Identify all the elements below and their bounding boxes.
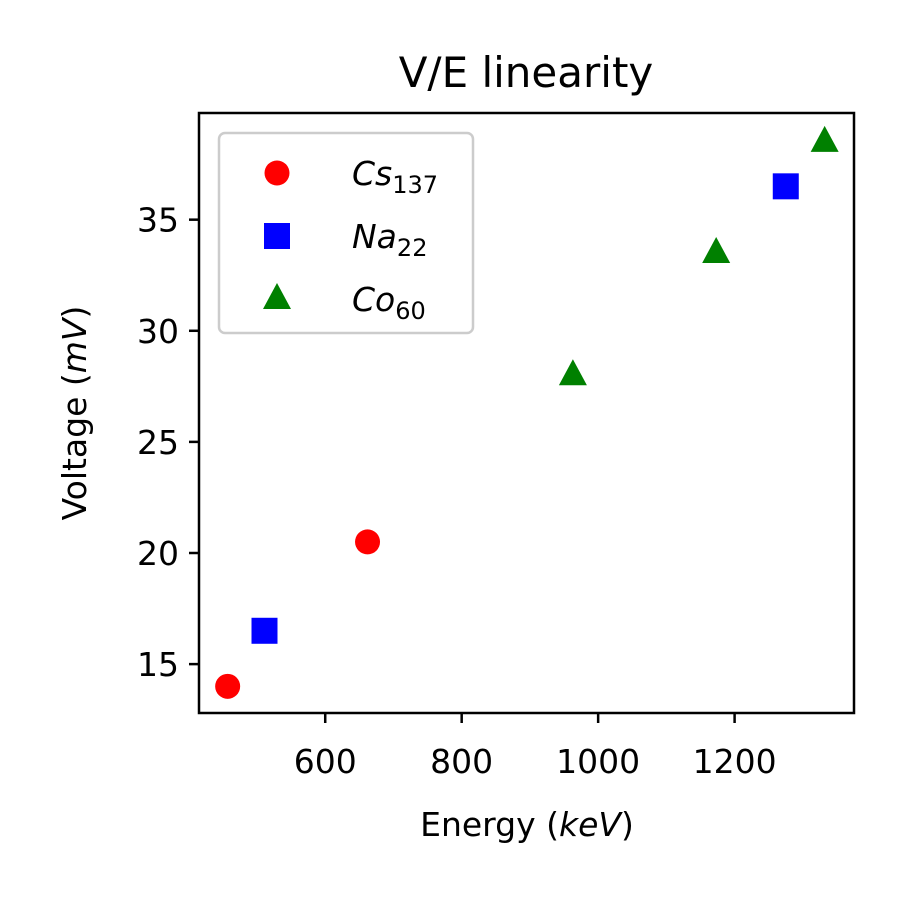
x-tick-label: 1000 bbox=[556, 742, 640, 781]
x-tick-label: 600 bbox=[294, 742, 357, 781]
points-layer bbox=[215, 125, 839, 699]
legend-label-cs137: Cs137 bbox=[352, 154, 438, 199]
y-tick-label: 25 bbox=[137, 423, 179, 462]
y-axis-label-unit: mV bbox=[55, 316, 94, 373]
x-axis-label-suffix: ) bbox=[621, 805, 634, 844]
x-tick-label: 800 bbox=[430, 742, 493, 781]
x-axis-label-prefix: Energy ( bbox=[420, 805, 559, 844]
legend-label-subscript: 22 bbox=[397, 234, 428, 262]
plot-frame bbox=[197, 111, 856, 715]
data-point-co60 bbox=[702, 237, 731, 263]
legend-marker-na22 bbox=[264, 223, 290, 249]
data-point-cs137 bbox=[355, 529, 381, 555]
legend-label-main: Co bbox=[352, 280, 395, 319]
y-axis-label: Voltage (mV) bbox=[55, 306, 94, 521]
legend-label-na22: Na22 bbox=[352, 217, 427, 262]
legend-box bbox=[217, 131, 475, 335]
y-tick-label: 30 bbox=[137, 312, 179, 351]
legend-label-co60: Co60 bbox=[352, 280, 426, 325]
y-tick-label: 15 bbox=[137, 645, 179, 684]
y-axis-label-suffix: ) bbox=[55, 306, 94, 319]
legend-label-subscript: 137 bbox=[392, 171, 438, 199]
legend-label-main: Cs bbox=[352, 154, 392, 193]
data-point-na22 bbox=[772, 173, 799, 200]
y-tick-label: 35 bbox=[137, 201, 179, 240]
data-point-na22 bbox=[251, 617, 278, 644]
y-axis-label-prefix: Voltage ( bbox=[55, 373, 94, 520]
x-axis-label-unit: keV bbox=[559, 805, 623, 844]
data-point-co60 bbox=[558, 359, 587, 386]
legend-label-main: Na bbox=[352, 217, 397, 256]
legend-marker-co60 bbox=[263, 283, 291, 309]
ticks-layer: 600 800 1000 1200 15 20 25 30 35 bbox=[137, 201, 777, 781]
y-tick-label: 20 bbox=[137, 534, 179, 573]
x-axis-label: Energy (keV) bbox=[420, 805, 634, 844]
data-point-cs137 bbox=[215, 673, 241, 699]
data-point-co60 bbox=[810, 125, 839, 152]
chart-title: V/E linearity bbox=[399, 48, 654, 97]
x-tick-label: 1200 bbox=[693, 742, 777, 781]
legend-label-subscript: 60 bbox=[395, 297, 426, 325]
legend-marker-cs137 bbox=[264, 160, 290, 186]
